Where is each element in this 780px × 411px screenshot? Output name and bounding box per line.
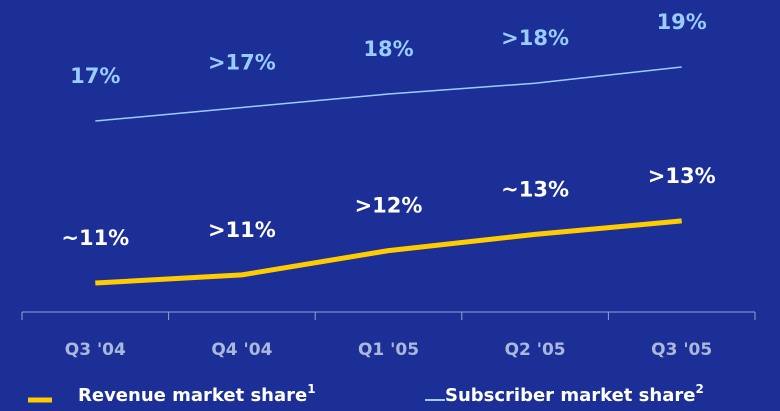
x-tick-label: Q3 '04 (65, 340, 126, 360)
data-label: >11% (208, 218, 276, 242)
x-tick-label: Q3 '05 (651, 340, 712, 360)
x-tick-label: Q2 '05 (505, 340, 566, 360)
legend-label: Subscriber market share2 (445, 382, 704, 407)
series-line (95, 218, 682, 286)
data-label: 19% (657, 10, 707, 34)
series-line (95, 66, 682, 122)
x-tick-label: Q1 '05 (358, 340, 419, 360)
data-label: 18% (363, 37, 413, 61)
legend-label: Revenue market share1 (78, 382, 316, 407)
data-label: ~11% (61, 226, 129, 250)
legend-name: Revenue market share (78, 385, 307, 406)
data-label: 17% (70, 64, 120, 88)
data-label: ~13% (501, 177, 569, 201)
data-label: >13% (648, 164, 716, 188)
legend-footnote: 1 (307, 382, 315, 396)
x-tick-label: Q4 '04 (211, 340, 272, 360)
legend-name: Subscriber market share (445, 385, 695, 406)
data-label: >12% (355, 194, 423, 218)
data-label: >17% (208, 51, 276, 75)
data-label: >18% (501, 26, 569, 50)
legend-footnote: 2 (695, 382, 703, 396)
